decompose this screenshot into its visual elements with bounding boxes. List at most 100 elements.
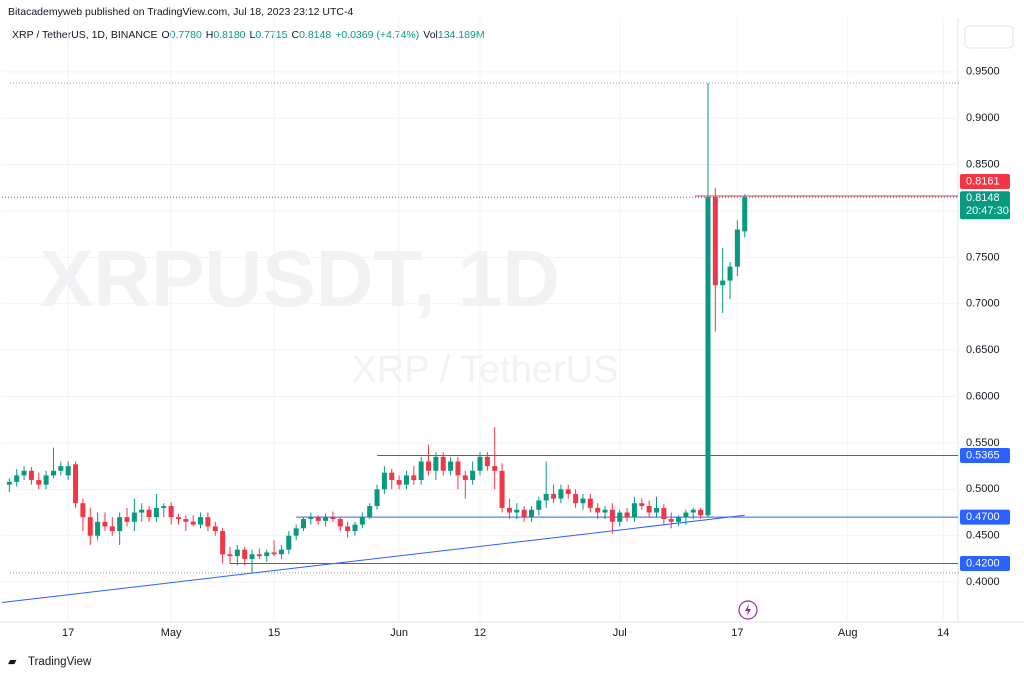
legend-value: 0.7715 <box>255 29 287 41</box>
candle-body <box>212 526 218 532</box>
candle-body <box>175 517 181 520</box>
candle-body <box>609 509 615 522</box>
level-label: 0.5365 <box>966 449 1000 461</box>
candle-body <box>646 506 652 513</box>
candle-body <box>411 475 417 481</box>
candle-body <box>558 489 564 499</box>
candle-body <box>734 229 740 267</box>
candle-body <box>477 456 483 471</box>
candle-body <box>389 472 395 481</box>
candle-body <box>301 519 307 529</box>
candle-body <box>345 526 351 532</box>
candle-body <box>617 512 623 522</box>
candle-body <box>367 506 373 518</box>
x-tick-label: 17 <box>731 627 743 639</box>
legend-key: O <box>162 29 170 41</box>
candle-body <box>256 554 262 557</box>
candle-body <box>58 466 64 471</box>
y-tick-label: 0.5000 <box>966 483 1000 495</box>
candle-body <box>573 493 579 504</box>
candle-body <box>242 549 248 559</box>
candle-body <box>352 524 358 532</box>
legend-value: 0.8148 <box>299 29 331 41</box>
ask-label: 0.8161 <box>966 175 1000 187</box>
level-badge <box>960 509 1010 525</box>
y-tick-label: 0.4500 <box>966 530 1000 542</box>
candle-body <box>117 517 123 532</box>
trendline <box>1 514 745 604</box>
candle-body <box>36 480 42 485</box>
symbol: XRP / TetherUS, 1D, BINANCE <box>12 29 158 41</box>
x-tick-label: Aug <box>838 627 858 639</box>
x-tick-label: Jun <box>390 627 408 639</box>
candle-body <box>705 197 711 516</box>
legend-value: 0.8180 <box>213 29 245 41</box>
candle-body <box>727 266 733 281</box>
candle-body <box>433 456 439 471</box>
candle-body <box>205 517 211 527</box>
settings-button[interactable] <box>964 25 1014 49</box>
x-tick-label: 12 <box>474 627 486 639</box>
level-label: 0.4700 <box>966 511 1000 523</box>
x-tick-label: 15 <box>268 627 280 639</box>
watermark-ticker: XRPUSDT, 1D <box>40 234 560 323</box>
candle-body <box>293 528 299 536</box>
candle-body <box>521 509 527 518</box>
legend-key: L <box>250 29 256 41</box>
y-tick-label: 0.5500 <box>966 437 1000 449</box>
candle-body <box>499 470 505 508</box>
candle-body <box>161 506 167 508</box>
candle-body <box>43 475 49 485</box>
symbol-legend: XRP / TetherUS, 1D, BINANCE O0.7780 H0.818… <box>12 29 485 41</box>
candle-body <box>720 280 726 286</box>
candle-body <box>87 517 93 536</box>
candle-body <box>595 507 601 513</box>
y-tick-label: 0.9500 <box>966 66 1000 78</box>
footer-logo: ▰ <box>8 656 17 668</box>
x-tick-label: 14 <box>937 627 949 639</box>
candle-body <box>190 521 196 525</box>
y-tick-label: 0.4000 <box>966 576 1000 588</box>
legend-key: C <box>291 29 299 41</box>
candle-body <box>28 470 34 481</box>
candle-body <box>249 554 255 559</box>
candle-body <box>712 197 718 286</box>
candle-body <box>484 456 490 467</box>
candle-body <box>6 481 12 485</box>
y-tick-label: 0.6500 <box>966 344 1000 356</box>
candle-body <box>565 489 571 494</box>
candle-body <box>587 498 593 508</box>
candle-body <box>374 489 380 507</box>
candle-body <box>528 509 534 518</box>
candle-body <box>271 552 277 555</box>
countdown: 20:47:30 <box>966 205 1009 217</box>
y-tick-label: 0.6000 <box>966 390 1000 402</box>
candle-body <box>278 549 284 555</box>
candle-body <box>146 509 152 518</box>
candle-body <box>426 461 432 471</box>
candle-body <box>403 475 409 485</box>
candle-body <box>323 517 329 521</box>
last-badge <box>960 191 1010 220</box>
candle-body <box>359 517 365 525</box>
candle-body <box>690 509 696 513</box>
candle-body <box>440 456 446 471</box>
candle-body <box>580 498 586 504</box>
candle-body <box>602 509 608 513</box>
legend-value: 0.7780 <box>170 29 202 41</box>
candle-body <box>381 472 387 490</box>
candle-body <box>227 554 233 557</box>
candle-body <box>183 519 189 522</box>
candle-body <box>337 519 343 527</box>
candle-body <box>676 517 682 522</box>
candle-body <box>73 464 79 504</box>
x-tick-label: 17 <box>62 627 74 639</box>
ask-badge <box>960 174 1010 190</box>
candle-body <box>102 521 108 527</box>
candle-body <box>661 507 667 520</box>
x-tick-label: May <box>161 627 182 639</box>
candle-body <box>653 507 659 513</box>
